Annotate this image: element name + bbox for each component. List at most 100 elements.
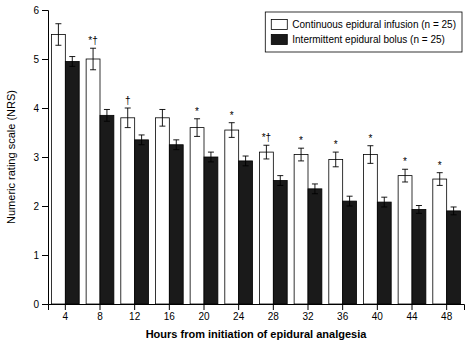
tick-label: 3: [33, 152, 39, 163]
tick-mark: [65, 304, 66, 310]
bar: [377, 202, 391, 304]
error-bar: [55, 24, 61, 46]
chart: 48121620242832364044480123456*††***†****…: [0, 0, 474, 346]
tick: 36: [337, 304, 349, 322]
bar: [204, 157, 218, 304]
tick-label: 1: [33, 250, 39, 261]
error-bar: [381, 197, 387, 207]
bar: [239, 161, 253, 304]
bar: [398, 176, 412, 304]
tick: 40: [372, 304, 384, 322]
bar: [308, 189, 322, 304]
bar: [363, 155, 377, 304]
legend-label: Continuous epidural infusion (n = 25): [292, 19, 456, 30]
tick: 6: [33, 5, 48, 16]
error-bar: [229, 123, 235, 138]
annotation: *: [299, 135, 303, 146]
bar: [412, 209, 426, 304]
bar: [433, 179, 447, 304]
tick-mark: [42, 157, 48, 158]
annotation: *: [403, 156, 407, 167]
annotation: *†: [88, 35, 97, 46]
bar: [294, 155, 308, 304]
legend-frame: [265, 12, 462, 52]
tick: 20: [198, 304, 210, 322]
tick: 16: [164, 304, 176, 322]
error-bar: [312, 184, 318, 194]
tick-mark: [42, 108, 48, 109]
tick-mark: [42, 304, 48, 305]
tick-label: 0: [33, 299, 39, 310]
tick: 4: [33, 103, 48, 114]
tick-label: 2: [33, 201, 39, 212]
tick-mark: [342, 304, 343, 310]
tick-mark: [42, 206, 48, 207]
error-bar: [263, 145, 269, 159]
tick-mark: [377, 304, 378, 310]
tick-label: 16: [164, 311, 176, 322]
tick-label: 12: [129, 311, 141, 322]
annotation: *: [368, 133, 372, 144]
tick-label: 20: [198, 311, 210, 322]
bar: [447, 211, 461, 304]
bar: [86, 59, 100, 304]
series: [51, 24, 446, 304]
error-bar: [402, 169, 408, 182]
tick: 32: [302, 304, 314, 322]
bar: [190, 128, 204, 304]
tick-label: 8: [97, 311, 103, 322]
annotations: *††***†*****: [88, 35, 441, 170]
tick: 2: [33, 201, 48, 212]
axis-line: [49, 305, 465, 311]
tick-label: 44: [406, 311, 418, 322]
tick: 24: [233, 304, 245, 322]
error-bar: [333, 152, 339, 167]
error-bar: [277, 176, 283, 186]
legend: Continuous epidural infusion (n = 25) Int…: [265, 12, 462, 52]
tick-label: 4: [63, 311, 69, 322]
error-bar: [451, 207, 457, 215]
annotation: *: [438, 160, 442, 171]
bar: [225, 130, 239, 304]
bar: [121, 118, 135, 304]
tick-mark: [308, 304, 309, 310]
tick-label: 40: [372, 311, 384, 322]
legend-label: Intermittent epidural bolus (n = 25): [292, 34, 445, 45]
tick: 1: [33, 250, 48, 261]
legend-swatch: [271, 20, 287, 30]
legend-swatch: [271, 35, 287, 45]
annotation: *: [230, 110, 234, 121]
error-bar: [159, 109, 165, 126]
error-bar: [367, 146, 373, 164]
tick: 8: [97, 304, 103, 322]
bar: [343, 201, 357, 304]
tick-label: 6: [33, 5, 39, 16]
tick-label: 48: [441, 311, 453, 322]
x-axis-title: Hours from initiation of epidural analge…: [146, 328, 368, 340]
error-bar: [90, 48, 96, 70]
error-bar: [416, 206, 422, 214]
error-bar: [194, 119, 200, 137]
tick-mark: [134, 304, 135, 310]
x-axis: 4812162024283236404448: [49, 304, 465, 322]
tick-mark: [169, 304, 170, 310]
annotation: †: [125, 95, 131, 106]
tick-mark: [446, 304, 447, 310]
tick: 48: [441, 304, 453, 322]
tick: 3: [33, 152, 48, 163]
annotation: *†: [262, 132, 271, 143]
y-axis-title: Numeric rating scale (NRS): [5, 90, 17, 224]
bar: [100, 115, 114, 304]
plot: 48121620242832364044480123456*††***†****…: [33, 5, 464, 322]
error-bar: [104, 109, 110, 121]
error-bar: [208, 152, 214, 162]
tick-label: 28: [268, 311, 280, 322]
tick: 28: [268, 304, 280, 322]
bar: [65, 61, 79, 304]
tick-label: 4: [33, 103, 39, 114]
tick: 4: [63, 304, 69, 322]
error-bar: [173, 140, 179, 150]
tick-mark: [42, 255, 48, 256]
tick-label: 32: [302, 311, 314, 322]
y-axis: 0123456: [33, 5, 48, 310]
